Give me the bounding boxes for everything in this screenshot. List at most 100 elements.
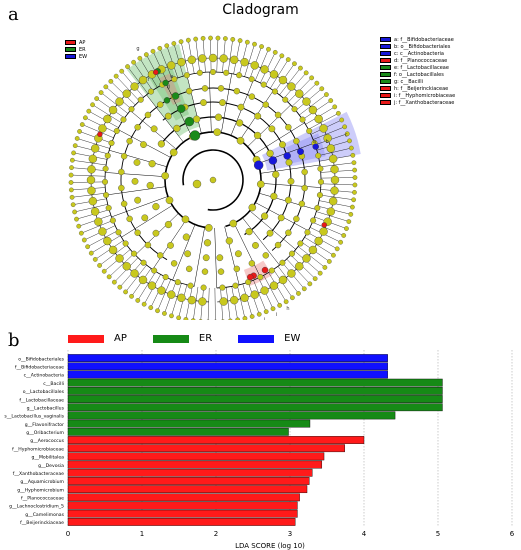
inner-branch: [121, 205, 173, 238]
taxon-node: [271, 88, 278, 95]
sector-label: f: [148, 77, 150, 83]
taxa-legend-item: a: f__Bifidobacteriaceae: [380, 36, 455, 43]
radial-branch: [138, 271, 156, 299]
inner-branch: [109, 149, 167, 168]
enriched-node-ap: [321, 222, 327, 228]
leaf-node: [351, 197, 356, 203]
radial-branch: [171, 283, 182, 314]
leaf-node: [301, 286, 307, 292]
taxon-node: [219, 99, 226, 106]
lda-bar: [67, 386, 443, 395]
taxon-node: [177, 293, 186, 303]
taxon-node: [90, 144, 100, 153]
leaf-node: [148, 305, 154, 310]
taxon-node: [185, 87, 193, 95]
bar-label: g__Mobilitalea: [31, 455, 64, 461]
taxon-node: [279, 141, 286, 148]
inner-branch: [172, 224, 196, 281]
taxon-node: [308, 245, 318, 255]
radial-branch: [297, 246, 324, 267]
taxon-node: [205, 224, 213, 232]
bar-label: g__Aerococcus: [30, 438, 64, 444]
leaf-node: [252, 41, 257, 47]
radial-branch: [319, 194, 352, 200]
leaf-node: [283, 299, 289, 305]
taxon-node: [164, 112, 172, 120]
taxon-node: [301, 184, 308, 192]
taxon-node: [302, 97, 311, 106]
taxon-node: [196, 69, 203, 76]
leaf-node: [98, 90, 104, 95]
taxon-node: [299, 116, 306, 123]
clade-sector-bacilli: [126, 44, 200, 137]
leaf-node: [259, 44, 264, 49]
leaf-node: [178, 39, 184, 44]
leaf-node: [119, 68, 125, 74]
leaf-node: [349, 145, 354, 151]
taxon-node: [240, 57, 249, 67]
taxa-legend-item: c: c__Actinobacteria: [380, 50, 455, 57]
bar-label: g__Flavonifractor: [25, 422, 64, 428]
taxon-node: [295, 89, 304, 98]
taxon-node: [287, 82, 296, 91]
enriched-node-ew: [253, 160, 264, 170]
taxon-node: [266, 149, 274, 157]
taxa-legend-label: c: c__Actinobacteria: [394, 50, 444, 57]
taxon-node: [260, 81, 267, 88]
radial-branch: [244, 46, 255, 77]
taxon-node: [174, 279, 181, 286]
taxon-node: [314, 236, 323, 246]
taxon-node: [152, 203, 160, 211]
taxon-node: [293, 215, 300, 223]
inner-branch: [224, 226, 240, 285]
x-tick-label: 5: [436, 530, 440, 538]
lda-bar: [67, 509, 298, 518]
taxon-node: [229, 55, 239, 65]
taxa-legend-item: e: f__Lactobacillaceae: [380, 64, 455, 71]
leaf-node: [171, 41, 177, 46]
radial-branch: [195, 41, 201, 73]
radial-branch: [318, 148, 350, 156]
clade-sector-xanthobacteraceae: [251, 260, 273, 283]
bar-label: f__Planococcaceae: [21, 496, 64, 502]
taxon-node: [109, 217, 116, 224]
leaf-node: [88, 250, 94, 256]
taxon-node: [319, 227, 328, 236]
leaf-node: [69, 165, 74, 170]
leaf-node: [190, 318, 196, 320]
leaf-node: [235, 317, 241, 320]
taxon-node: [169, 148, 178, 157]
enriched-node-er: [189, 130, 201, 141]
taxon-node: [285, 229, 292, 236]
radial-branch: [227, 41, 233, 74]
leaf-node: [292, 61, 297, 67]
taxon-node: [261, 212, 269, 220]
leaf-node: [125, 64, 130, 69]
leaf-node: [70, 157, 75, 163]
leaf-node: [169, 313, 174, 319]
taxon-node: [248, 93, 256, 100]
taxon-node: [131, 177, 139, 185]
taxon-node: [317, 165, 324, 172]
radial-branch: [214, 287, 216, 320]
lda-bar: [67, 427, 289, 436]
leaf-node: [78, 230, 84, 236]
sector-label: b: [326, 139, 329, 145]
bar-label: g__Lachnoclostridium_5: [9, 504, 64, 510]
radial-branch: [101, 244, 127, 265]
leaf-node: [352, 190, 357, 195]
lda-bar: [67, 362, 388, 371]
leaf-node: [331, 252, 336, 258]
taxon-node: [208, 53, 218, 63]
taxon-node: [252, 242, 259, 249]
taxon-node: [90, 207, 100, 216]
radial-branch: [291, 84, 316, 107]
taxon-node: [277, 214, 285, 222]
lda-bar: [67, 411, 396, 420]
lda-bar: [67, 444, 345, 453]
leaf-node: [200, 35, 206, 41]
taxa-legend-label: e: f__Lactobacillaceae: [394, 64, 449, 71]
taxon-node: [330, 186, 339, 195]
taxon-node: [141, 214, 149, 222]
cladogram-group-legend: AP ER EW: [65, 39, 87, 60]
